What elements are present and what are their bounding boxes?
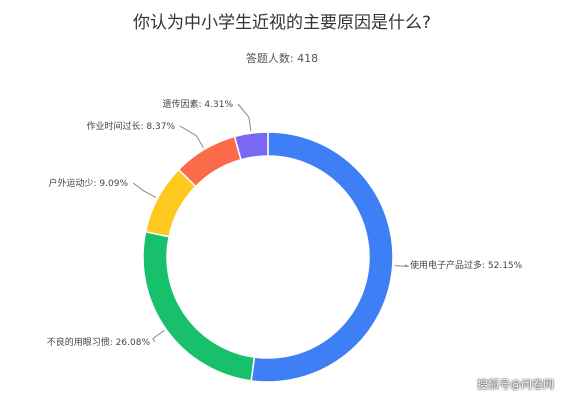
leader-line-0 [394,264,409,268]
chart-title: 你认为中小学生近视的主要原因是什么? [132,13,432,33]
leader-line-4 [237,103,252,132]
donut-slice-4 [233,131,269,161]
slice-label-2: 户外运动少: 9.09% [49,177,129,189]
leader-line-2 [132,182,157,198]
donut-slice-0 [250,131,394,383]
chart-subtitle: 答题人数: 418 [245,52,319,65]
donut-slice-3 [177,135,242,188]
leader-line-1 [152,330,165,343]
leader-line-3 [179,125,204,148]
slice-label-3: 作业时间过长: 8.37% [87,120,176,132]
slice-label-0: 使用电子产品过多: 52.15% [410,259,523,271]
slice-label-4: 遗传因素: 4.31% [163,98,234,110]
slice-label-1: 不良的用眼习惯: 26.08% [47,336,151,348]
donut-slice-1 [142,230,256,382]
watermark: 搜狐号@问卷网 [477,378,554,391]
